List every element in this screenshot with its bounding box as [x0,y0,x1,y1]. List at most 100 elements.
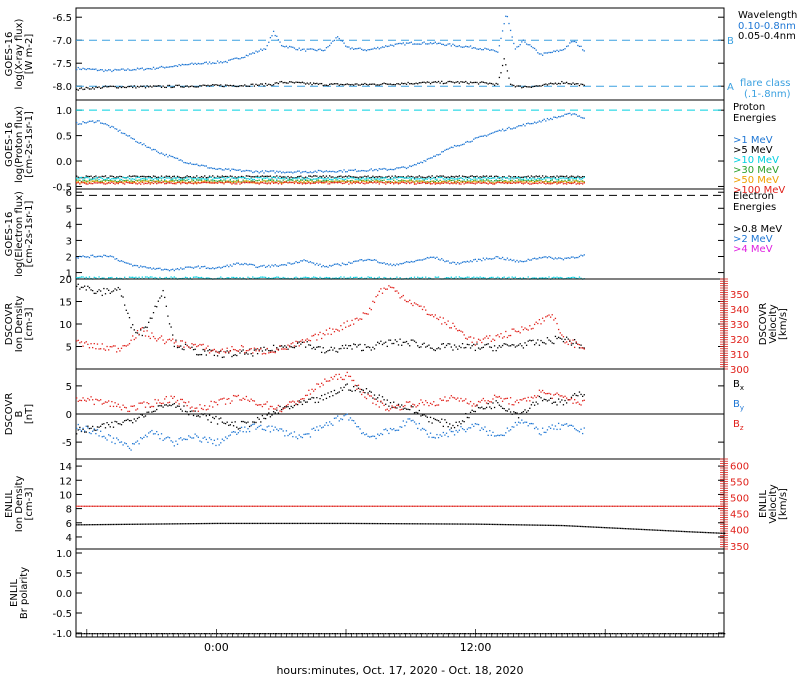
data-point [531,328,532,329]
data-point [281,177,282,178]
data-point [124,277,125,278]
data-point [114,183,115,184]
data-point [255,170,256,171]
data-point [457,178,458,179]
data-point [275,277,276,278]
legend-entry-sub: x [740,384,744,392]
data-point [406,177,407,178]
data-point [275,264,276,265]
data-point [150,182,151,183]
data-point [135,69,136,70]
data-point [118,87,119,88]
data-point [174,342,175,343]
data-point [407,177,408,178]
data-point [116,182,117,183]
data-point [444,396,445,397]
data-point [321,83,322,84]
data-point [464,143,465,144]
data-point [113,183,114,184]
data-point [556,404,557,405]
data-point [262,406,263,407]
panel-dscovr_density: 2015105350340330320310300DSCOVRVelocity[… [4,275,789,376]
data-point [468,261,469,262]
data-point [556,429,557,430]
data-point [267,426,268,427]
data-point [188,163,189,164]
data-point [100,426,101,427]
data-point [204,413,205,414]
data-point [572,176,573,177]
data-point [97,182,98,183]
data-point [243,277,244,278]
data-point [180,267,181,268]
data-point [420,399,421,400]
data-point [572,403,573,404]
data-point [345,45,346,46]
data-point [249,401,250,402]
data-point [348,178,349,179]
data-point [526,400,527,401]
data-point [268,350,269,351]
data-point [452,44,453,45]
data-point [127,68,128,69]
data-point [489,50,490,51]
data-point [98,427,99,428]
data-point [388,406,389,407]
data-point [489,277,490,278]
data-point [497,435,498,436]
data-point [577,83,578,84]
data-point [97,399,98,400]
data-point [348,183,349,184]
data-point [483,82,484,83]
data-point [568,113,569,114]
data-point [377,182,378,183]
data-point [124,177,125,178]
data-point [89,347,90,348]
data-point [321,178,322,179]
data-point [90,179,91,180]
data-point [212,62,213,63]
data-point [374,169,375,170]
data-point [571,425,572,426]
data-point [134,85,135,86]
data-point [414,164,415,165]
data-point [89,176,90,177]
data-point [483,177,484,178]
data-point [383,262,384,263]
data-point [532,402,533,403]
data-point [475,405,476,406]
data-point [472,175,473,176]
data-point [467,344,468,345]
data-point [528,425,529,426]
data-point [372,170,373,171]
data-point [371,182,372,183]
data-point [452,178,453,179]
data-point [268,180,269,181]
y-tick-label: -6.5 [52,13,72,24]
data-point [247,428,248,429]
data-point [214,168,215,169]
data-point [273,265,274,266]
data-point [536,122,537,123]
data-point [291,432,292,433]
data-point [164,177,165,178]
data-point [89,183,90,184]
data-point [528,176,529,177]
data-point [127,180,128,181]
data-point [94,178,95,179]
data-point [454,177,455,178]
data-point [308,277,309,278]
data-point [548,83,549,84]
data-point [140,437,141,438]
data-point [462,420,463,421]
data-point [552,52,553,53]
data-point [300,176,301,177]
data-point [305,50,306,51]
data-point [380,47,381,48]
data-point [545,399,546,400]
data-point [302,437,303,438]
data-point [166,183,167,184]
data-point [441,419,442,420]
data-point [199,268,200,269]
data-point [119,423,120,424]
